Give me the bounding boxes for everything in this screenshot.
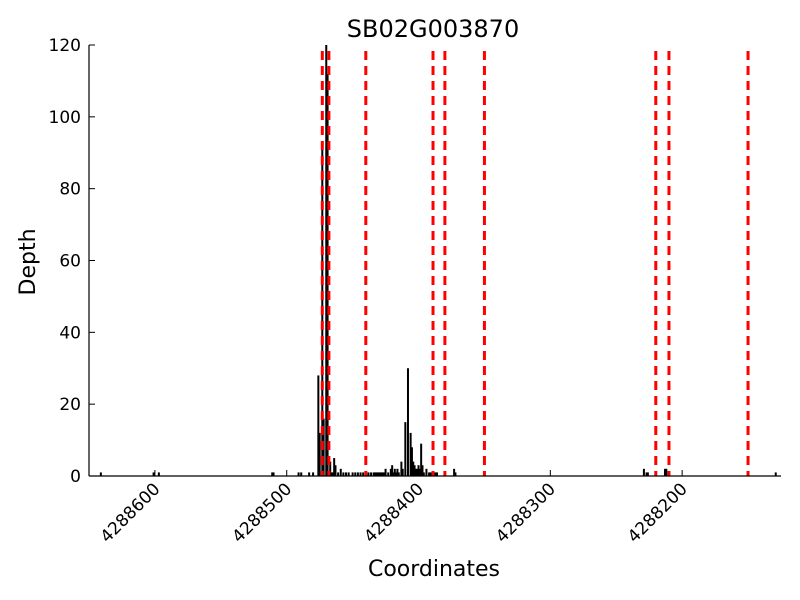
depth-bar <box>774 472 777 476</box>
depth-bar <box>376 472 379 476</box>
depth-bar <box>370 472 373 476</box>
depth-bar <box>421 465 424 476</box>
y-axis-label: Depth <box>16 228 41 295</box>
x-tick-label: 4288500 <box>229 479 297 547</box>
depth-bar <box>412 461 415 476</box>
y-tick-label: 120 <box>49 36 81 56</box>
depth-bar <box>646 472 649 476</box>
depth-bar <box>409 432 412 476</box>
depth-bar <box>372 472 375 476</box>
depth-bar <box>665 468 668 476</box>
depth-bar <box>326 73 329 476</box>
depth-bar <box>429 472 432 476</box>
depth-bar <box>379 472 382 476</box>
depth-bar <box>418 468 421 476</box>
depth-bar <box>308 472 311 476</box>
depth-bar <box>333 458 336 476</box>
depth-bar <box>300 472 303 476</box>
depth-bar <box>397 472 400 476</box>
depth-bar <box>347 472 350 476</box>
depth-bar <box>356 472 359 476</box>
depth-bar <box>345 472 348 476</box>
feature-boundary-lines <box>320 51 750 476</box>
depth-bar <box>414 468 417 476</box>
depth-bar <box>453 468 456 476</box>
depth-bar <box>312 472 315 476</box>
y-tick-label: 80 <box>59 180 81 200</box>
x-axis-label: Coordinates <box>368 557 500 582</box>
depth-bar <box>317 375 320 476</box>
depth-bar <box>272 472 275 476</box>
depth-bar <box>297 472 300 476</box>
depth-bar <box>334 465 337 476</box>
depth-bar <box>380 472 383 476</box>
depth-bar <box>642 468 645 476</box>
depth-bar <box>400 461 403 476</box>
depth-bars <box>99 45 777 477</box>
depth-bar <box>152 472 155 476</box>
y-tick-label: 60 <box>59 252 81 272</box>
depth-bar <box>420 443 423 476</box>
depth-bar <box>339 468 342 476</box>
x-axis-ticks: 4288600 4288500 4288400 4288300 4288200 <box>97 470 692 547</box>
depth-bar <box>377 472 380 476</box>
depth-bar <box>410 447 413 476</box>
depth-bar <box>395 472 398 476</box>
depth-bar <box>367 472 370 476</box>
depth-bar <box>359 472 362 476</box>
depth-bar <box>404 422 407 477</box>
depth-bar <box>383 472 386 476</box>
depth-bar <box>391 465 394 476</box>
depth-bar <box>384 468 387 476</box>
depth-bar <box>664 468 667 476</box>
depth-bar <box>318 432 321 476</box>
depth-bar <box>396 468 399 476</box>
depth-bar <box>416 468 419 476</box>
depth-bar <box>425 468 428 476</box>
depth-bar <box>389 468 392 476</box>
depth-bar <box>99 472 102 476</box>
depth-bar <box>337 472 340 476</box>
depth-bar <box>645 472 648 476</box>
depth-bar <box>354 472 357 476</box>
depth-bar <box>428 472 431 476</box>
depth-bar <box>406 368 409 476</box>
depth-bar <box>325 45 328 476</box>
x-tick-label: 4288300 <box>492 479 560 547</box>
depth-bar <box>434 472 437 476</box>
depth-bar <box>271 472 274 476</box>
chart-title: SB02G003870 <box>347 15 519 43</box>
depth-bar <box>435 472 438 476</box>
depth-bar <box>157 472 160 476</box>
depth-bar <box>342 472 345 476</box>
y-tick-label: 0 <box>70 467 81 487</box>
depth-bar <box>387 472 390 476</box>
depth-bar <box>331 472 334 476</box>
y-tick-label: 20 <box>59 395 81 415</box>
depth-bar <box>413 465 416 476</box>
depth-bar <box>454 472 457 476</box>
depth-bar <box>401 468 404 476</box>
y-axis-ticks: 0 20 40 60 80 100 120 <box>49 36 95 487</box>
x-tick-label: 4288400 <box>360 479 428 547</box>
y-tick-label: 100 <box>49 108 81 128</box>
depth-bar <box>351 472 354 476</box>
depth-bar <box>330 472 333 476</box>
depth-bar <box>381 472 384 476</box>
axes <box>88 45 781 477</box>
depth-bar <box>393 468 396 476</box>
depth-bar <box>374 472 377 476</box>
depth-bar <box>392 472 395 476</box>
depth-bar <box>329 461 332 476</box>
depth-bar <box>375 472 378 476</box>
depth-bar <box>422 472 425 476</box>
x-tick-label: 4288200 <box>624 479 692 547</box>
y-tick-label: 40 <box>59 323 81 343</box>
x-tick-label: 4288600 <box>97 479 165 547</box>
depth-bar <box>362 472 365 476</box>
